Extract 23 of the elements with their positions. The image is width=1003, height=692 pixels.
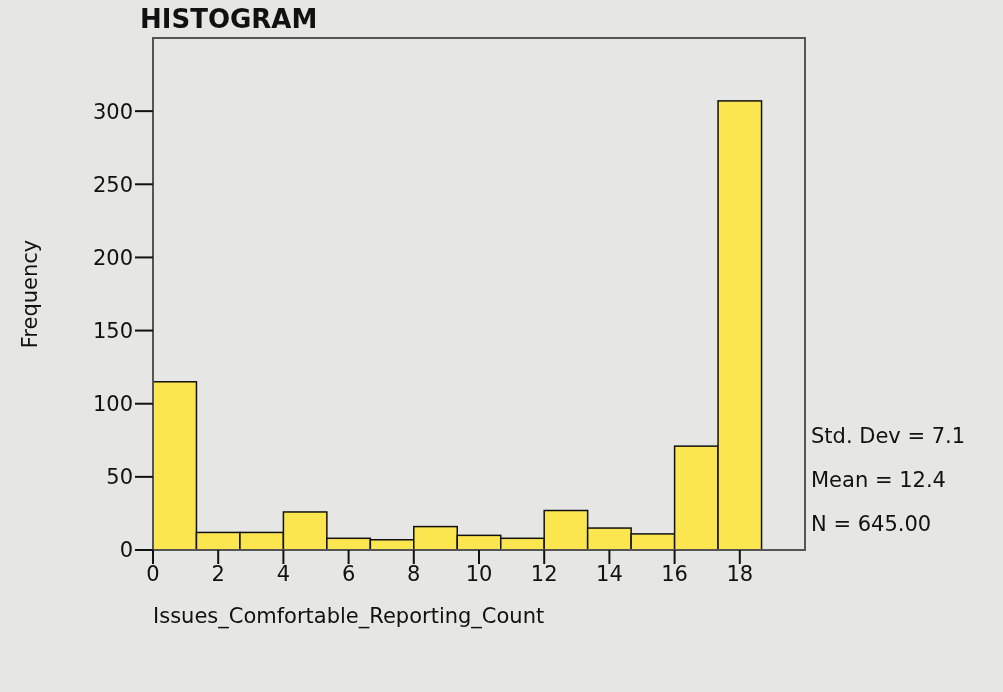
x-tick-label: 8 xyxy=(407,561,421,586)
y-tick-label: 200 xyxy=(92,245,133,270)
text: Mean = 12.4 xyxy=(811,468,946,492)
x-tick-label: 12 xyxy=(530,561,558,586)
x-tick-label: 16 xyxy=(661,561,688,586)
x-tick-label: 18 xyxy=(726,561,754,586)
y-tick-label: 250 xyxy=(92,172,133,197)
x-tick-label: 0 xyxy=(146,561,160,586)
x-tick-label: 6 xyxy=(341,561,356,586)
text: N = 645.00 xyxy=(811,512,932,536)
y-axis-title: Frequency xyxy=(18,239,43,349)
x-tick-label: 4 xyxy=(276,561,291,586)
x-tick-label: 14 xyxy=(596,561,623,586)
text: Std. Dev = 7.1 xyxy=(811,424,966,448)
y-tick-label: 300 xyxy=(92,99,133,124)
y-tick-label: 150 xyxy=(92,319,133,344)
x-axis-title: Issues_Comfortable_Reporting_Count xyxy=(153,604,545,628)
x-tick-label: 10 xyxy=(465,561,493,586)
y-tick-label: 0 xyxy=(119,538,133,563)
y-tick-label: 100 xyxy=(92,392,133,417)
y-tick-label: 50 xyxy=(106,465,133,490)
x-tick-label: 2 xyxy=(211,561,225,586)
chart-title: HISTOGRAM xyxy=(140,4,318,34)
